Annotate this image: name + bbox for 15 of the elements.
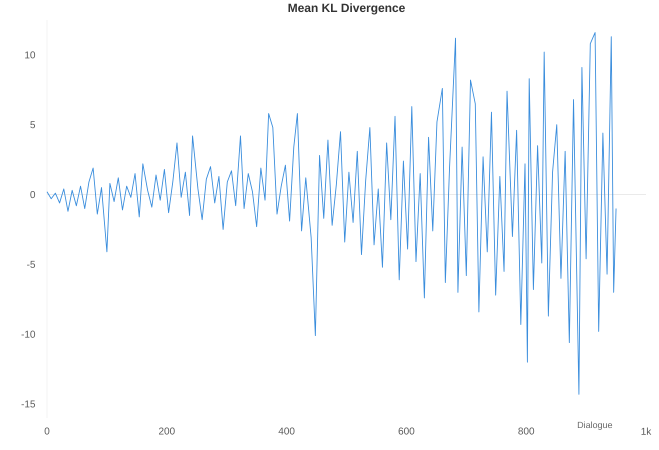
y-tick-label: 5 — [30, 121, 36, 128]
y-tick-label: 0 — [30, 191, 36, 198]
y-tick-label: -15 — [22, 400, 36, 408]
y-tick-label: 10 — [25, 51, 36, 58]
x-tick-label: 600 — [398, 428, 414, 435]
y-tick-label: -10 — [22, 330, 36, 338]
y-tick-label: -5 — [27, 260, 36, 268]
x-tick-label: 1k — [642, 428, 652, 435]
x-tick-label: 800 — [518, 428, 534, 435]
text: Dialogue — [578, 422, 612, 430]
x-tick-label: 200 — [158, 428, 175, 435]
x-tick-label: 0 — [44, 428, 50, 435]
x-tick-label: 400 — [278, 428, 295, 435]
chart-title: Mean KL Divergence — [288, 3, 405, 14]
line-series — [46, 32, 617, 395]
